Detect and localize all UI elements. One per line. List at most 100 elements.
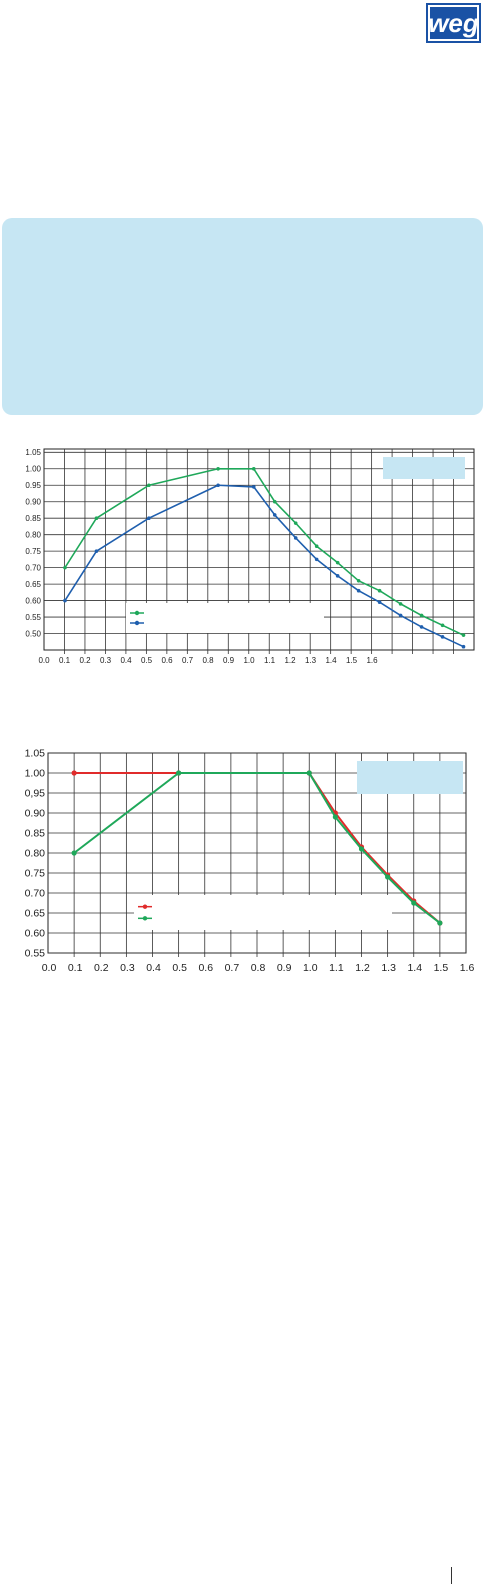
chart-2-x-tick-label: 0.2 (94, 962, 109, 974)
chart-2-legend-marker-2 (142, 916, 148, 921)
chart-1-series-2-point (314, 557, 319, 562)
chart-1-series-1-point (398, 602, 403, 606)
chart-1-x-tick-label: 0.5 (141, 656, 153, 665)
chart-1-y-tick-label: 0.55 (25, 613, 41, 622)
chart-2-x-tick-label: 0.3 (120, 962, 135, 974)
chart-1-series-1-point (63, 565, 67, 570)
chart-2-y-tick-label: 1.05 (25, 748, 46, 760)
chart-2-series-2-point (411, 900, 417, 906)
chart-1-x-tick-label: 0.7 (182, 656, 194, 665)
chart-1-x-tick-label: 1.5 (346, 656, 358, 665)
chart-2-x-tick-label: 1.0 (303, 962, 318, 974)
chart-2-y-tick-label: 0.85 (25, 828, 46, 840)
chart-1-series-2-point (251, 485, 256, 489)
chart-2-y-tick-label: 0.60 (25, 928, 46, 940)
chart-2-x-tick-label: 0.8 (251, 962, 266, 974)
chart-2-x-tick-label: 0.6 (198, 962, 213, 974)
chart-2-y-tick-label: 1.00 (25, 768, 46, 780)
chart-1-series-2-point (272, 513, 277, 517)
info-panel (2, 218, 483, 415)
chart-1-series-2-point (147, 516, 151, 520)
chart-2-series-2-point (71, 850, 77, 856)
chart-1-series-2-point (461, 644, 466, 649)
chart-1-series-2-point (356, 588, 361, 593)
chart-1-x-tick-label: 1.6 (366, 656, 378, 665)
chart-2-x-tick-label: 0.1 (68, 962, 83, 974)
chart-2-series-2-point (176, 770, 182, 776)
chart-1-x-tick-label: 0.8 (202, 656, 214, 665)
chart-1-series-2-point (63, 598, 67, 603)
chart-1-y-tick-label: 0.75 (25, 547, 41, 556)
chart-1-series-2-point (398, 613, 403, 618)
chart-2-y-tick-label: 0.90 (25, 808, 46, 820)
chart-2-series-2-point (437, 920, 443, 926)
chart-1-series-1-point (419, 613, 424, 618)
chart-2-y-tick-label: 0.55 (25, 948, 46, 960)
chart-1-label-badge (383, 457, 465, 479)
chart-1-y-tick-label: 0.95 (25, 481, 41, 490)
chart-2-x-tick-label: 1.2 (355, 962, 370, 974)
chart-1-series-2-point (216, 483, 220, 488)
chart-1-y-tick-label: 1.05 (25, 448, 41, 457)
chart-2-label-badge (357, 761, 463, 794)
chart-1-series-1-point (335, 560, 340, 565)
weg-logo: weg (426, 3, 481, 43)
chart-1-legend-box (126, 603, 324, 633)
chart-2-x-tick-label: 0.4 (146, 962, 161, 974)
chart-1-series-2-point (293, 536, 298, 540)
chart-2-y-tick-label: 0.70 (25, 888, 46, 900)
chart-2-x-tick-label: 0.5 (172, 962, 187, 974)
chart-1-x-tick-label: 1.0 (243, 656, 255, 665)
chart-1-series-1-point (314, 544, 319, 549)
chart-1-series-2-point (94, 549, 99, 553)
chart-1-x-tick-label: 0.1 (59, 656, 71, 665)
chart-2-series-2-point (306, 770, 312, 776)
chart-1-series-1-point (94, 516, 99, 520)
chart-1-x-tick-label: 0.6 (161, 656, 173, 665)
page-footer-divider (451, 1567, 452, 1584)
chart-1-series-2-point (335, 574, 340, 578)
chart-1-series-1-point (147, 483, 151, 488)
chart-2-series-1-point (71, 770, 77, 776)
chart-1-x-tick-label: 0.2 (79, 656, 91, 665)
chart-2-y-tick-label: 0,95 (25, 788, 46, 800)
chart-1-x-tick-label: 0.3 (100, 656, 112, 665)
chart-1-y-tick-label: 0.85 (25, 514, 41, 523)
chart-1-y-tick-label: 0.65 (25, 580, 41, 589)
chart-1-y-tick-label: 0.80 (25, 530, 41, 539)
chart-1-legend-marker-2 (134, 620, 140, 626)
chart-1-series-1-point (251, 466, 256, 471)
chart-2-y-tick-label: 0.75 (25, 868, 46, 880)
chart-2-x-tick-label: 0.0 (42, 962, 57, 974)
chart-1-legend-marker-1 (134, 610, 140, 616)
chart-2-series-2-point (332, 814, 338, 820)
chart-1-x-tick-label: 0.4 (120, 656, 132, 665)
chart-1-series-2-point (419, 625, 424, 629)
chart-1-series-1-point (216, 466, 220, 471)
chart-2-legend-box (134, 895, 392, 930)
chart-2-series-2-point (385, 874, 391, 880)
chart-1-series-1-point (461, 633, 466, 637)
chart-1-series-1-point (272, 499, 277, 504)
chart-1-y-tick-label: 0.90 (25, 498, 41, 507)
chart-2-y-tick-label: 0.65 (25, 908, 46, 920)
chart-2-legend-marker-1 (142, 904, 148, 909)
chart-2-x-tick-label: 1.4 (407, 962, 422, 974)
chart-1-series-1-point (293, 521, 298, 525)
chart-1-x-tick-label: 0.9 (223, 656, 235, 665)
chart-2-x-tick-label: 1.6 (460, 962, 475, 974)
chart-1-x-tick-label: 1.2 (284, 656, 296, 665)
logo-text: weg (428, 8, 479, 38)
chart-1-series-1-point (377, 588, 382, 593)
chart-2-x-tick-label: 0.7 (225, 962, 240, 974)
chart-1-x-tick-label: 0.0 (38, 656, 50, 665)
chart-2-x-tick-label: 1.1 (329, 962, 344, 974)
chart-2: 0.550.600.650.700.750.800.850.900,951.00… (25, 748, 475, 974)
chart-2-series-2-point (358, 846, 365, 852)
chart-1-series-2-point (377, 600, 382, 605)
chart-1-x-tick-label: 1.4 (325, 656, 337, 665)
chart-2-series-2-line (73, 772, 441, 924)
chart-1-y-tick-label: 0.60 (25, 596, 41, 605)
chart-2-y-tick-label: 0.80 (25, 848, 46, 860)
chart-1-series-1-point (440, 623, 445, 628)
